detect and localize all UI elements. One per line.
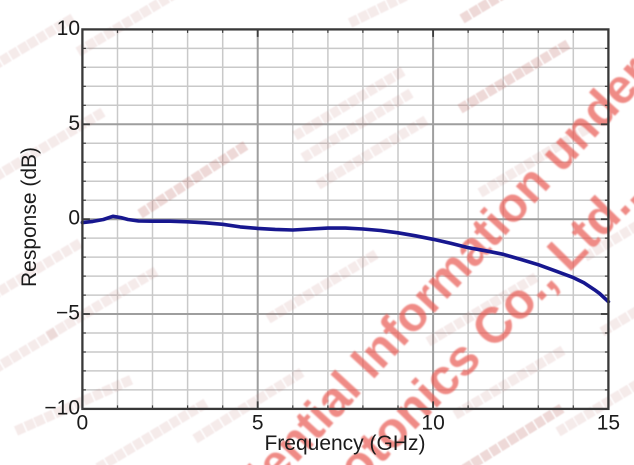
svg-text:0: 0 <box>68 207 80 230</box>
svg-text:5: 5 <box>252 412 264 435</box>
svg-text:−5: −5 <box>56 302 80 325</box>
svg-text:0: 0 <box>77 412 89 435</box>
svg-text:Frequency (GHz): Frequency (GHz) <box>264 432 425 455</box>
svg-text:10: 10 <box>421 412 444 435</box>
svg-text:15: 15 <box>597 412 620 435</box>
svg-text:10: 10 <box>57 17 80 40</box>
svg-text:Response (dB): Response (dB) <box>18 147 41 287</box>
svg-text:−10: −10 <box>44 396 80 419</box>
svg-text:5: 5 <box>68 112 80 135</box>
